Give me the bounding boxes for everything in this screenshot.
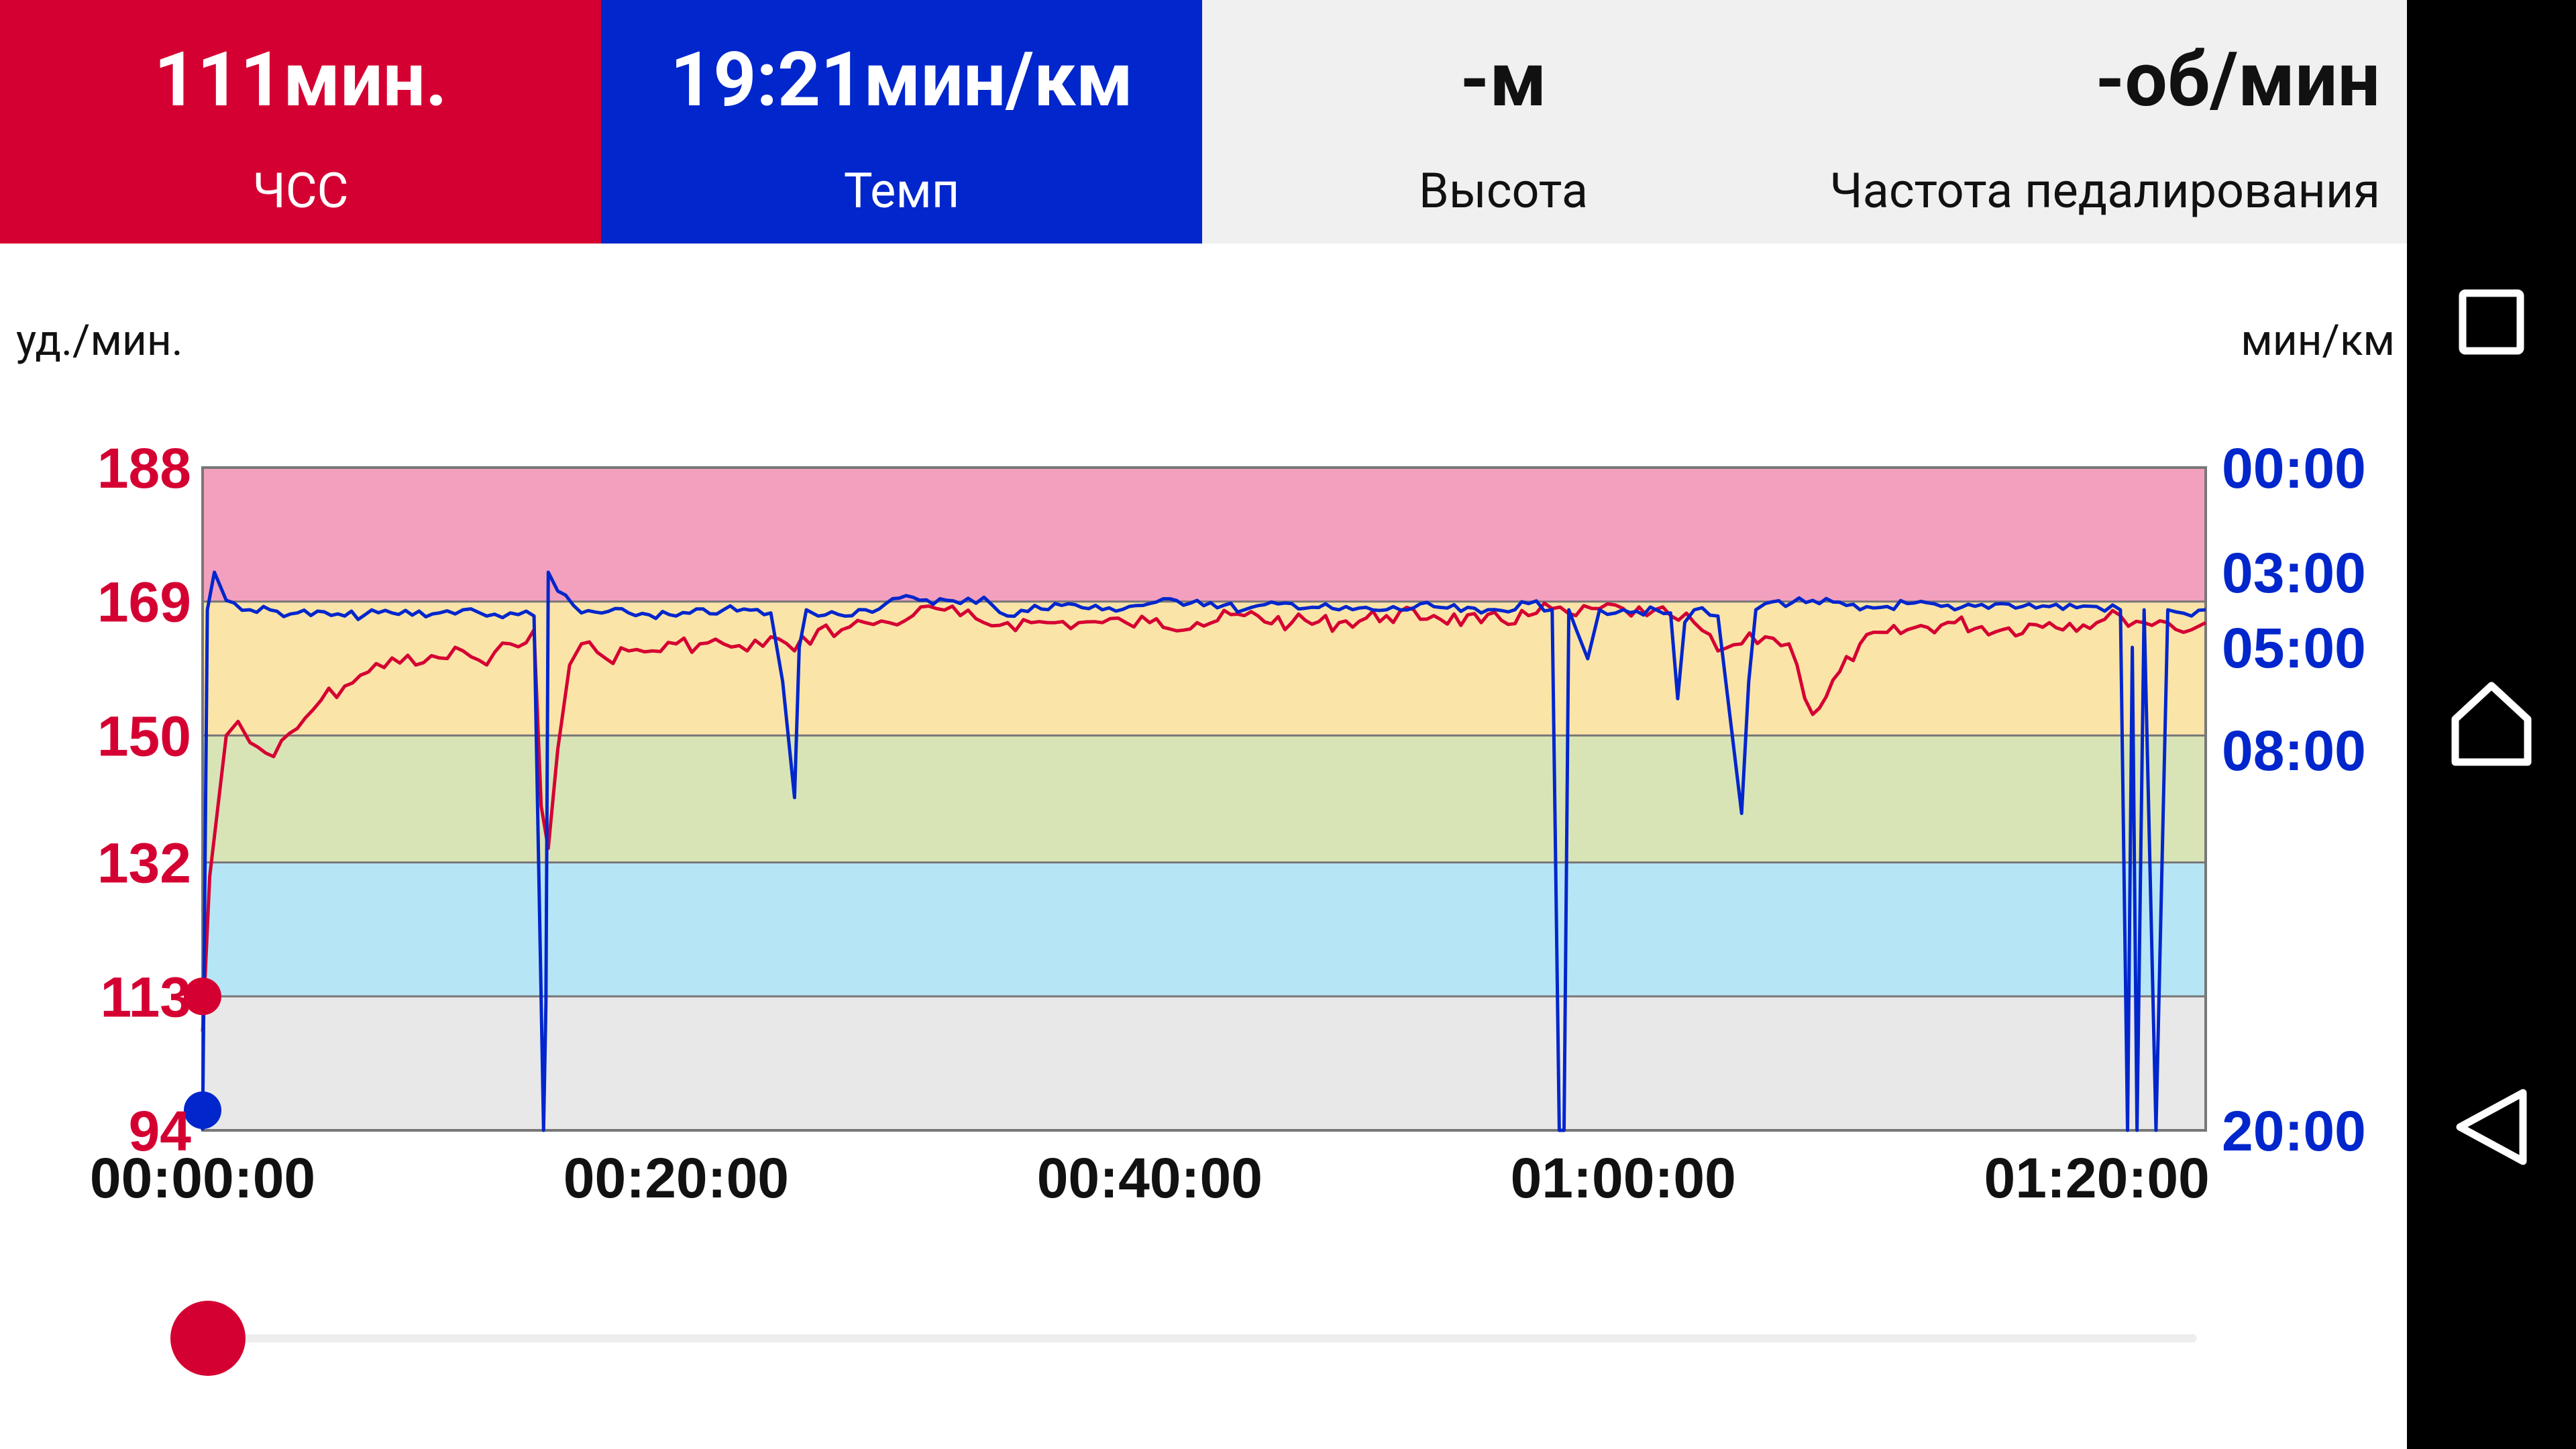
hr-zone-1 (203, 996, 2206, 1130)
cadence-value: -об/мин (2095, 36, 2380, 124)
hr-tick-label: 188 (97, 437, 191, 500)
hr-zone-3 (203, 735, 2206, 863)
pace-tick-label: 00:00 (2222, 437, 2366, 500)
time-tick-label: 01:20:00 (1984, 1146, 2210, 1210)
timeline-slider-thumb[interactable] (170, 1301, 246, 1376)
recents-icon (2459, 289, 2524, 355)
chart-grid (201, 466, 2207, 1132)
hr-tick-label: 113 (100, 965, 191, 1028)
hr-value: 111мин. (154, 36, 447, 124)
hr-zone-2 (203, 862, 2206, 997)
home-icon (2451, 682, 2532, 766)
hr-label: ЧСС (252, 162, 349, 219)
hr-tick-label: 94 (129, 1099, 192, 1163)
pace-current-marker (184, 1091, 221, 1129)
pace-tick-label: 20:00 (2222, 1099, 2366, 1163)
left-axis-unit: уд./мин. (16, 315, 183, 366)
time-tick-label: 01:00:00 (1511, 1146, 1736, 1210)
pace-series-line (201, 570, 2206, 1132)
cadence-tile[interactable]: -об/мин Частота педалирования (1805, 0, 2407, 244)
hr-tick-label: 150 (97, 704, 191, 767)
time-tick-label: 00:40:00 (1037, 1146, 1263, 1210)
hr-series-line (201, 601, 2207, 1032)
hr-pace-chart[interactable]: 188 169 150 132 113 94 00:00 03:00 05:00 08:00 20:… (0, 0, 2407, 1248)
android-nav-bar (2407, 0, 2576, 1449)
cadence-label: Частота педалирования (1829, 162, 2380, 219)
time-tick-label: 00:00:00 (90, 1146, 315, 1210)
pace-value: 19:21мин/км (669, 36, 1134, 124)
chart-frame (201, 466, 2207, 1132)
back-button[interactable] (2407, 1060, 2576, 1194)
pace-tile[interactable]: 19:21мин/км Темп (601, 0, 1202, 244)
home-button[interactable] (2407, 657, 2576, 792)
pace-tick-label: 05:00 (2222, 616, 2366, 680)
altitude-value: -м (1460, 36, 1547, 124)
hr-zone-5 (203, 468, 2206, 602)
chart-series (201, 570, 2207, 1132)
pace-tick-label: 03:00 (2222, 541, 2366, 604)
hr-tick-label: 169 (97, 571, 191, 634)
pace-label: Темп (843, 162, 960, 219)
chart-markers (184, 977, 221, 1129)
pace-tick-label: 08:00 (2222, 719, 2366, 782)
timeline-slider-track[interactable] (208, 1334, 2197, 1342)
hr-tick-label: 132 (97, 832, 191, 895)
back-icon (2456, 1089, 2527, 1165)
right-axis-unit: мин/км (2241, 315, 2395, 366)
hr-tile[interactable]: 111мин. ЧСС (0, 0, 601, 244)
chart-ticks: 188 169 150 132 113 94 00:00 03:00 05:00 08:00 20:… (90, 437, 2366, 1210)
altitude-label: Высота (1419, 162, 1588, 219)
time-tick-label: 00:20:00 (564, 1146, 789, 1210)
hr-zone-4 (203, 601, 2206, 736)
app-screen: 111мин. ЧСС 19:21мин/км Темп -м Высота -… (0, 0, 2407, 1376)
recents-button[interactable] (2407, 255, 2576, 389)
hr-current-marker (184, 977, 221, 1016)
altitude-tile[interactable]: -м Высота (1202, 0, 1805, 244)
hr-zones (203, 468, 2206, 1130)
